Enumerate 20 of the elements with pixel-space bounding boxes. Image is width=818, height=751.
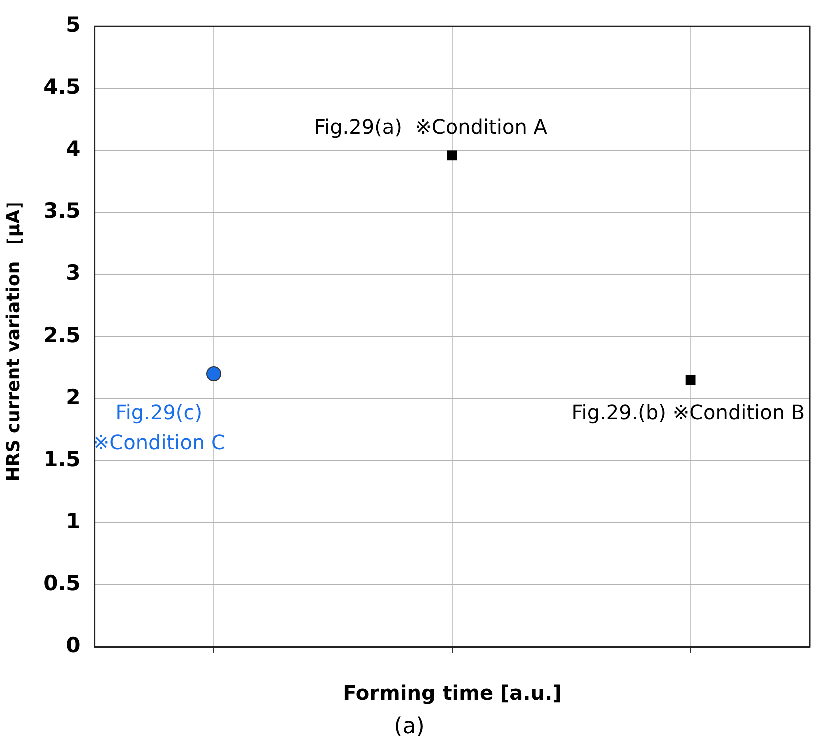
y-tick-label: 2 [66, 385, 81, 410]
point [686, 375, 696, 386]
y-tick-label: 4 [66, 137, 81, 162]
text: (a) [394, 714, 425, 740]
point [206, 366, 222, 382]
y-tick-label: 5 [66, 13, 81, 38]
y-tick-label: 4.5 [44, 75, 81, 100]
y-tick-label: 3 [66, 261, 81, 286]
y-tick-label: 0.5 [44, 571, 81, 596]
annotation: Fig.29(a) ※Condition A [314, 115, 548, 140]
x-axis-title: Forming time [a.u.] [343, 681, 562, 706]
annotation: Fig.29.(b) ※Condition B [572, 400, 806, 425]
annotation: Fig.29(c) ※Condition C [92, 400, 226, 455]
y-axis-title: HRS current variation ［μA］ [3, 192, 24, 482]
y-tick-label: 2.5 [44, 323, 81, 348]
y-tick-label: 1 [66, 509, 81, 534]
y-tick-label: 1.5 [44, 447, 81, 472]
y-tick-label: 0 [66, 633, 81, 658]
point [447, 150, 458, 161]
y-tick-label: 3.5 [44, 199, 81, 224]
